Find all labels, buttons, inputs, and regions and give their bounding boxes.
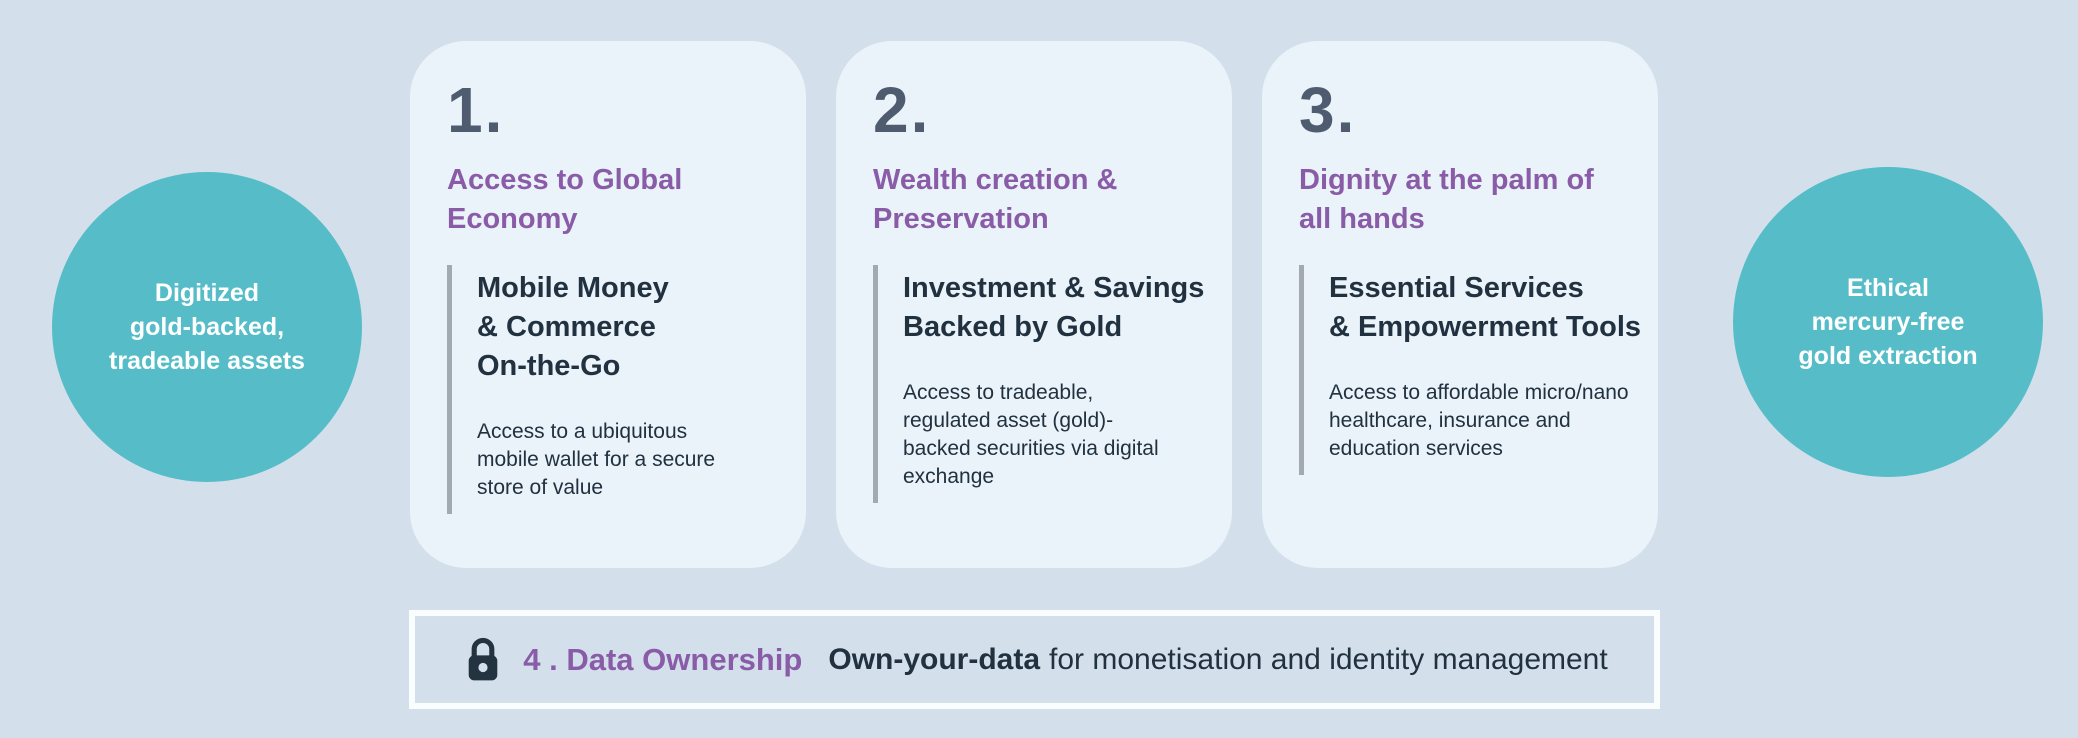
circle-text-line: Ethical <box>1847 274 1929 302</box>
card-subtitle: Mobile Money & Commerce On-the-Go <box>477 269 788 386</box>
card-title-line: Economy <box>447 202 578 235</box>
card-description-line: Access to tradeable, <box>903 380 1094 404</box>
data-ownership-description: Own-your-data for monetisation and ident… <box>828 643 1607 677</box>
card-number: 2. <box>873 74 931 146</box>
card-description-line: mobile wallet for a secure <box>477 447 716 471</box>
card-subtitle-line: On-the-Go <box>477 349 621 382</box>
left-circle-text: Digitized gold-backed, tradeable assets <box>109 276 305 378</box>
card-subtitle-line: & Empowerment Tools <box>1329 310 1642 343</box>
circle-text-line: mercury-free <box>1811 308 1965 336</box>
card-subtitle: Essential Services & Empowerment Tools <box>1329 269 1642 347</box>
card-description-line: backed securities via digital <box>903 436 1159 460</box>
circle-text-line: gold-backed, <box>129 313 285 341</box>
card-description: Access to affordable micro/nano healthca… <box>1329 379 1640 463</box>
data-ownership-bar: 4 . Data Ownership Own-your-data for mon… <box>409 610 1660 709</box>
card-description-line: regulated asset (gold)- <box>903 408 1114 432</box>
card-subtitle-line: Investment & Savings <box>903 271 1205 304</box>
card-description-line: education services <box>1329 436 1503 460</box>
card-title-line: all hands <box>1299 202 1425 235</box>
circle-text-line: tradeable assets <box>109 347 305 375</box>
own-your-data-text: Own-your-data <box>828 642 1041 676</box>
card-title: Wealth creation & Preservation <box>873 161 1214 239</box>
card-description-line: healthcare, insurance and <box>1329 408 1571 432</box>
card-access-global-economy: 1. Access to Global Economy Mobile Money… <box>410 41 806 568</box>
card-number: 3. <box>1299 74 1357 146</box>
card-title-line: Wealth creation & <box>873 163 1118 196</box>
card-subtitle-line: Mobile Money <box>477 271 669 304</box>
left-circle-digitized-assets: Digitized gold-backed, tradeable assets <box>52 172 362 482</box>
card-description-line: exchange <box>903 464 995 488</box>
card-subtitle-line: Essential Services <box>1329 271 1584 304</box>
card-wealth-creation: 2. Wealth creation & Preservation Invest… <box>836 41 1232 568</box>
card-description-line: store of value <box>477 475 604 499</box>
card-description: Access to a ubiquitous mobile wallet for… <box>477 418 788 502</box>
card-dignity-all-hands: 3. Dignity at the palm of all hands Esse… <box>1262 41 1658 568</box>
card-number: 1. <box>447 74 505 146</box>
card-description: Access to tradeable, regulated asset (go… <box>903 379 1214 491</box>
card-title: Access to Global Economy <box>447 161 788 239</box>
lock-icon <box>468 637 498 680</box>
card-description-line: Access to a ubiquitous <box>477 419 688 443</box>
card-title-line: Dignity at the palm of <box>1299 163 1594 196</box>
data-ownership-label: 4 . Data Ownership <box>523 641 803 677</box>
card-title: Dignity at the palm of all hands <box>1299 161 1640 239</box>
card-title-line: Access to Global <box>447 163 683 196</box>
circle-text-line: Digitized <box>154 279 260 307</box>
circle-text-line: gold extraction <box>1798 342 1978 370</box>
data-ownership-rest-text: for monetisation and identity management <box>1049 642 1608 676</box>
card-subtitle-line: & Commerce <box>477 310 656 343</box>
right-circle-ethical-extraction: Ethical mercury-free gold extraction <box>1733 167 2043 477</box>
card-content-block: Mobile Money & Commerce On-the-Go Access… <box>447 264 788 514</box>
right-circle-text: Ethical mercury-free gold extraction <box>1798 271 1977 373</box>
card-description-line: Access to affordable micro/nano <box>1329 380 1629 404</box>
card-content-block: Investment & Savings Backed by Gold Acce… <box>873 264 1214 503</box>
card-subtitle: Investment & Savings Backed by Gold <box>903 269 1214 347</box>
card-content-block: Essential Services & Empowerment Tools A… <box>1299 264 1642 475</box>
card-title-line: Preservation <box>873 202 1049 235</box>
card-subtitle-line: Backed by Gold <box>903 310 1123 343</box>
